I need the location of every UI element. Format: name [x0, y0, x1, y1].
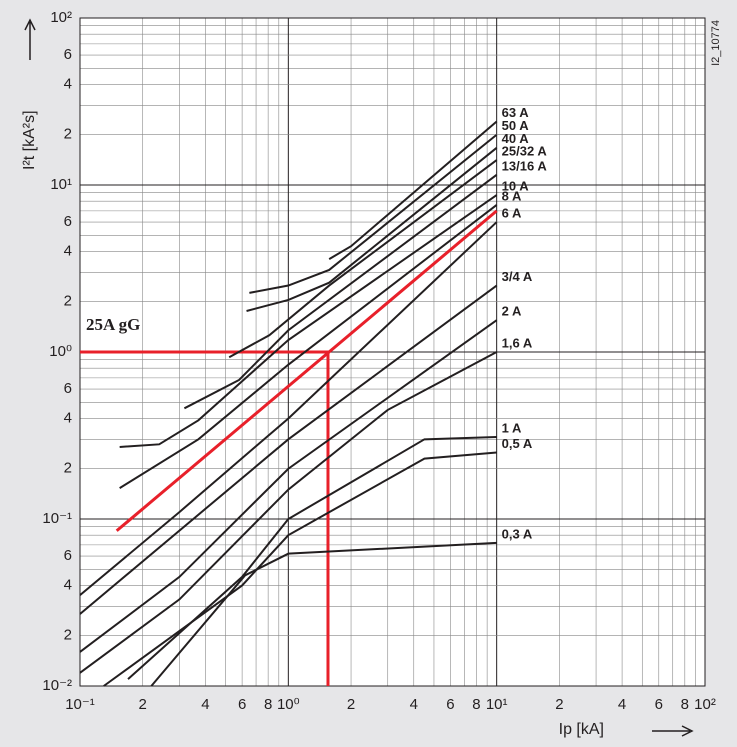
series-line	[249, 133, 498, 294]
y-tick-label: 10⁰	[49, 343, 72, 360]
series-label: 0,5 A	[502, 436, 533, 451]
series-label: 25/32 A	[502, 144, 548, 159]
series-label: 40 A	[502, 131, 530, 146]
series-label: 6 A	[502, 205, 522, 220]
y-tick-label: 4	[64, 75, 72, 92]
series-label: 10 A	[502, 179, 530, 194]
y-tick-label: 6	[64, 547, 72, 564]
series-line	[228, 159, 498, 359]
x-tick-label: 6	[446, 696, 454, 713]
series-label: 13/16 A	[502, 158, 548, 173]
y-tick-label: 2	[64, 293, 72, 310]
series-line	[328, 120, 498, 260]
y-axis-label: I²t [kA²s]	[21, 110, 38, 170]
y-tick-label: 2	[64, 460, 72, 477]
y-tick-label: 6	[64, 380, 72, 397]
series-line	[103, 451, 497, 687]
x-tick-label: 10¹	[486, 696, 508, 713]
y-tick-label: 10²	[50, 9, 72, 26]
x-tick-label: 2	[555, 696, 563, 713]
x-tick-label: 10⁻¹	[65, 696, 95, 713]
x-tick-label: 2	[139, 696, 147, 713]
y-tick-label: 6	[64, 46, 72, 63]
x-tick-label: 8	[264, 696, 272, 713]
y-tick-label: 10¹	[50, 176, 72, 193]
series-label: 2 A	[502, 304, 522, 319]
series-line	[183, 174, 498, 410]
y-tick-label: 2	[64, 627, 72, 644]
x-tick-label: 4	[410, 696, 418, 713]
series-line	[79, 351, 498, 674]
series-line	[79, 319, 498, 653]
y-arrow	[24, 18, 36, 60]
series-label: 3/4 A	[502, 269, 533, 284]
series-line	[150, 541, 497, 687]
series-label: 50 A	[502, 118, 530, 133]
series-label: 1 A	[502, 420, 522, 435]
x-tick-label: 10²	[694, 696, 716, 713]
x-tick-label: 8	[681, 696, 689, 713]
series-line	[119, 194, 498, 448]
figure-code: I2_10774	[710, 20, 722, 66]
x-tick-label: 6	[655, 696, 663, 713]
x-tick-label: 4	[618, 696, 626, 713]
y-tick-label: 10⁻²	[42, 677, 72, 694]
x-tick-label: 2	[347, 696, 355, 713]
y-tick-label: 4	[64, 576, 72, 593]
x-arrow	[652, 725, 694, 737]
y-tick-label: 4	[64, 409, 72, 426]
y-tick-label: 6	[64, 213, 72, 230]
y-tick-label: 4	[64, 242, 72, 259]
x-tick-label: 6	[238, 696, 246, 713]
x-tick-label: 10⁰	[277, 696, 300, 713]
series-label: 8 A	[502, 188, 522, 203]
series-label: 63 A	[502, 105, 530, 120]
series-label: 1,6 A	[502, 335, 533, 350]
x-tick-label: 8	[472, 696, 480, 713]
series-line	[115, 209, 498, 532]
series-line	[79, 284, 498, 615]
series-line	[119, 204, 498, 490]
x-axis-label: Ip [kA]	[559, 721, 604, 738]
annotation: 25A gG	[86, 315, 140, 334]
y-tick-label: 10⁻¹	[42, 510, 72, 527]
series-line	[246, 147, 498, 312]
x-tick-label: 4	[201, 696, 209, 713]
series-line	[79, 221, 498, 596]
y-tick-label: 2	[64, 126, 72, 143]
series-line	[127, 435, 497, 680]
series-label: 0,3 A	[502, 526, 533, 541]
